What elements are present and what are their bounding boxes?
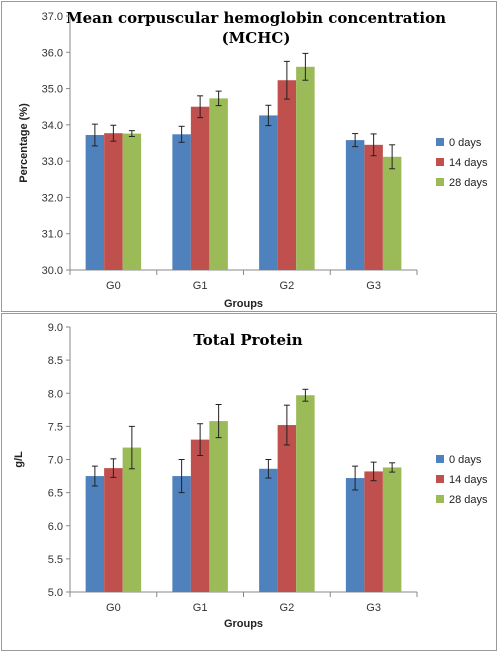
bar [209, 421, 228, 592]
x-tick-label: G0 [106, 280, 121, 292]
bar [209, 98, 228, 271]
y-tick-label: 8.0 [48, 388, 63, 400]
bar [85, 476, 105, 592]
y-axis-label: Percentage (%) [18, 103, 30, 183]
total-protein-chart-panel: Total Protein 5.0 5.5 6.0 6.5 7.0 7.5 8.0 8.5 9.0… [1, 313, 497, 651]
y-tick-label: 6.0 [48, 521, 63, 533]
legend-label: 0 days [449, 137, 482, 149]
bar [122, 133, 142, 270]
legend-label: 28 days [449, 494, 488, 506]
x-tick-label: G1 [193, 602, 208, 614]
y-axis-label: g/L [13, 451, 25, 468]
x-tick-label: G1 [193, 280, 208, 292]
legend-label: 28 days [449, 177, 488, 189]
y-tick-label: 7.0 [48, 455, 63, 467]
bar [190, 106, 210, 270]
y-tick-label: 31.0 [42, 229, 63, 241]
bar [190, 439, 210, 592]
y-tick-label: 8.5 [48, 355, 63, 367]
bar [345, 140, 365, 270]
bar [364, 471, 383, 592]
x-tick-label: G2 [280, 602, 295, 614]
y-tick-label: 35.0 [42, 84, 63, 96]
chart-title: Mean corpuscular hemoglobin concentratio… [66, 9, 446, 27]
legend-label: 14 days [449, 157, 488, 169]
legend-label: 14 days [449, 474, 488, 486]
total-protein-chart: Total Protein 5.0 5.5 6.0 6.5 7.0 7.5 8.0 8.5 9.0… [13, 322, 488, 630]
legend-swatch [436, 495, 444, 503]
y-tick-label: 9.0 [48, 322, 63, 334]
bar [172, 476, 191, 592]
bar [104, 468, 123, 592]
x-tick-label: G3 [366, 280, 381, 292]
y-tick-label: 32.0 [42, 192, 63, 204]
y-tick-label: 37.0 [42, 11, 63, 23]
x-tick-label: G3 [366, 602, 381, 614]
y-tick-label: 30.0 [42, 265, 63, 277]
bar [296, 66, 315, 270]
x-tick-label: G0 [106, 602, 121, 614]
legend-label: 0 days [449, 454, 482, 466]
mchc-chart-panel: Mean corpuscular hemoglobin concentratio… [1, 1, 497, 312]
legend-swatch [436, 455, 444, 463]
mchc-chart: Mean corpuscular hemoglobin concentratio… [18, 9, 488, 310]
bar [277, 425, 297, 592]
bar [259, 468, 278, 592]
x-axis-label: Groups [224, 298, 263, 310]
legend-swatch [436, 178, 444, 186]
x-axis-label: Groups [224, 618, 263, 630]
y-tick-label: 7.5 [48, 421, 63, 433]
chart-title-line2: (MCHC) [222, 29, 291, 47]
bar [296, 395, 315, 592]
bar [382, 156, 402, 270]
y-tick-label: 5.5 [48, 554, 63, 566]
chart-title: Total Protein [193, 331, 302, 349]
y-tick-label: 5.0 [48, 587, 63, 599]
legend-swatch [436, 158, 444, 166]
x-tick-label: G2 [280, 280, 295, 292]
bar [382, 467, 402, 592]
bar [345, 478, 365, 592]
bar [122, 447, 142, 592]
y-tick-label: 33.0 [42, 156, 63, 168]
legend-swatch [436, 475, 444, 483]
y-tick-label: 36.0 [42, 47, 63, 59]
bar [172, 134, 191, 270]
legend-swatch [436, 138, 444, 146]
bar [85, 135, 105, 270]
bar [364, 144, 383, 270]
bar [277, 80, 297, 271]
bar [104, 133, 123, 270]
y-tick-label: 34.0 [42, 120, 63, 132]
bar [259, 115, 278, 271]
y-tick-label: 6.5 [48, 488, 63, 500]
